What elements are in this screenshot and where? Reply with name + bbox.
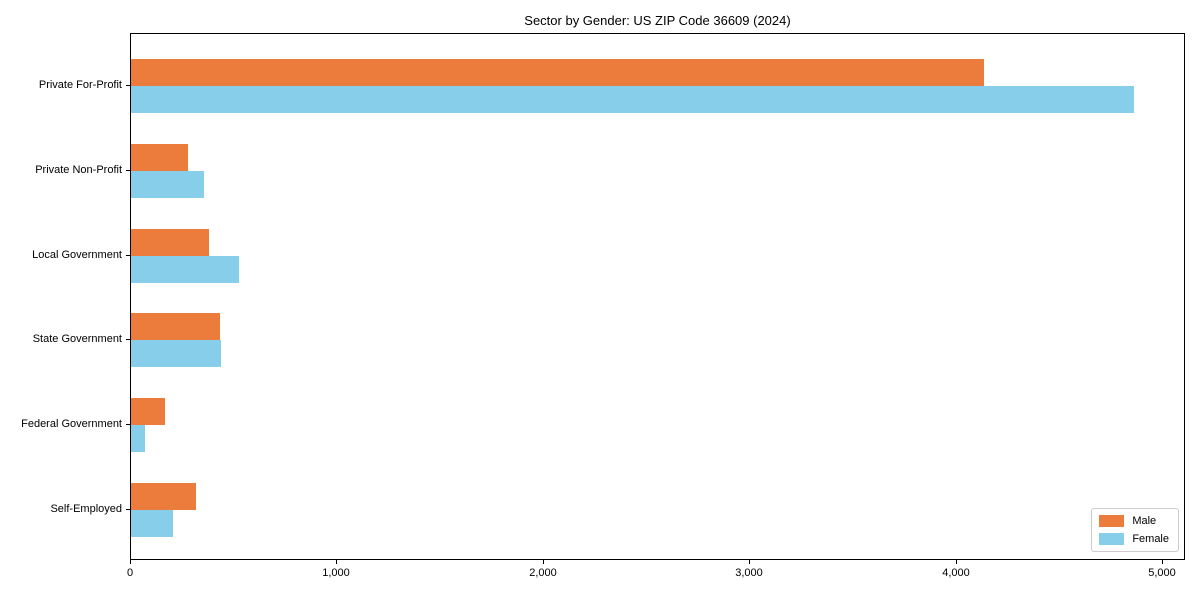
bar-male-private-non-profit (131, 144, 188, 171)
bar-female-state-government (131, 340, 221, 367)
legend-swatch-female (1099, 533, 1125, 545)
x-tick-mark (749, 560, 750, 564)
legend-label-female: Female (1132, 533, 1169, 545)
x-tick-label-0: 0 (126, 567, 134, 579)
y-axis-labels: Private For-Profit Private Non-Profit Loca… (0, 33, 122, 560)
legend-item-female: Female (1099, 533, 1169, 545)
x-tick-mark (543, 560, 544, 564)
x-tick-mark (336, 560, 337, 564)
x-tick-label-3-000: 3,000 (735, 567, 763, 579)
bar-female-local-government (131, 256, 239, 283)
x-tick-label-2-000: 2,000 (529, 567, 557, 579)
legend-swatch-male (1099, 515, 1125, 527)
y-tick-mark (126, 424, 130, 425)
bar-female-private-for-profit (131, 86, 1134, 113)
y-tick-label-private-for-profit: Private For-Profit (38, 79, 122, 91)
y-tick-mark (126, 339, 130, 340)
bar-female-private-non-profit (131, 171, 204, 198)
x-tick-label-4-000: 4,000 (942, 567, 970, 579)
y-tick-mark (126, 170, 130, 171)
y-tick-label-local-government: Local Government (32, 249, 122, 261)
bar-male-state-government (131, 313, 220, 340)
x-tick-mark (1162, 560, 1163, 564)
y-tick-label-self-employed: Self-Employed (50, 503, 122, 515)
y-tick-mark (126, 509, 130, 510)
x-tick-label-1-000: 1,000 (322, 567, 350, 579)
y-tick-mark (126, 85, 130, 86)
bar-female-self-employed (131, 510, 173, 537)
bar-female-federal-government (131, 425, 145, 452)
bar-male-federal-government (131, 398, 165, 425)
legend: Male Female (1091, 508, 1179, 552)
x-tick-label-5-000: 5,000 (1148, 567, 1176, 579)
legend-item-male: Male (1099, 515, 1169, 527)
y-tick-label-federal-government: Federal Government (21, 418, 122, 430)
chart-title: Sector by Gender: US ZIP Code 36609 (202… (524, 13, 791, 28)
bar-male-local-government (131, 229, 209, 256)
x-tick-mark (130, 560, 131, 564)
y-tick-label-state-government: State Government (32, 333, 122, 345)
x-tick-mark (956, 560, 957, 564)
y-tick-label-private-non-profit: Private Non-Profit (35, 164, 122, 176)
plot-area: Male Female (130, 33, 1185, 560)
y-tick-mark (126, 255, 130, 256)
legend-label-male: Male (1132, 515, 1157, 527)
bar-male-self-employed (131, 483, 196, 510)
bar-male-private-for-profit (131, 59, 984, 86)
